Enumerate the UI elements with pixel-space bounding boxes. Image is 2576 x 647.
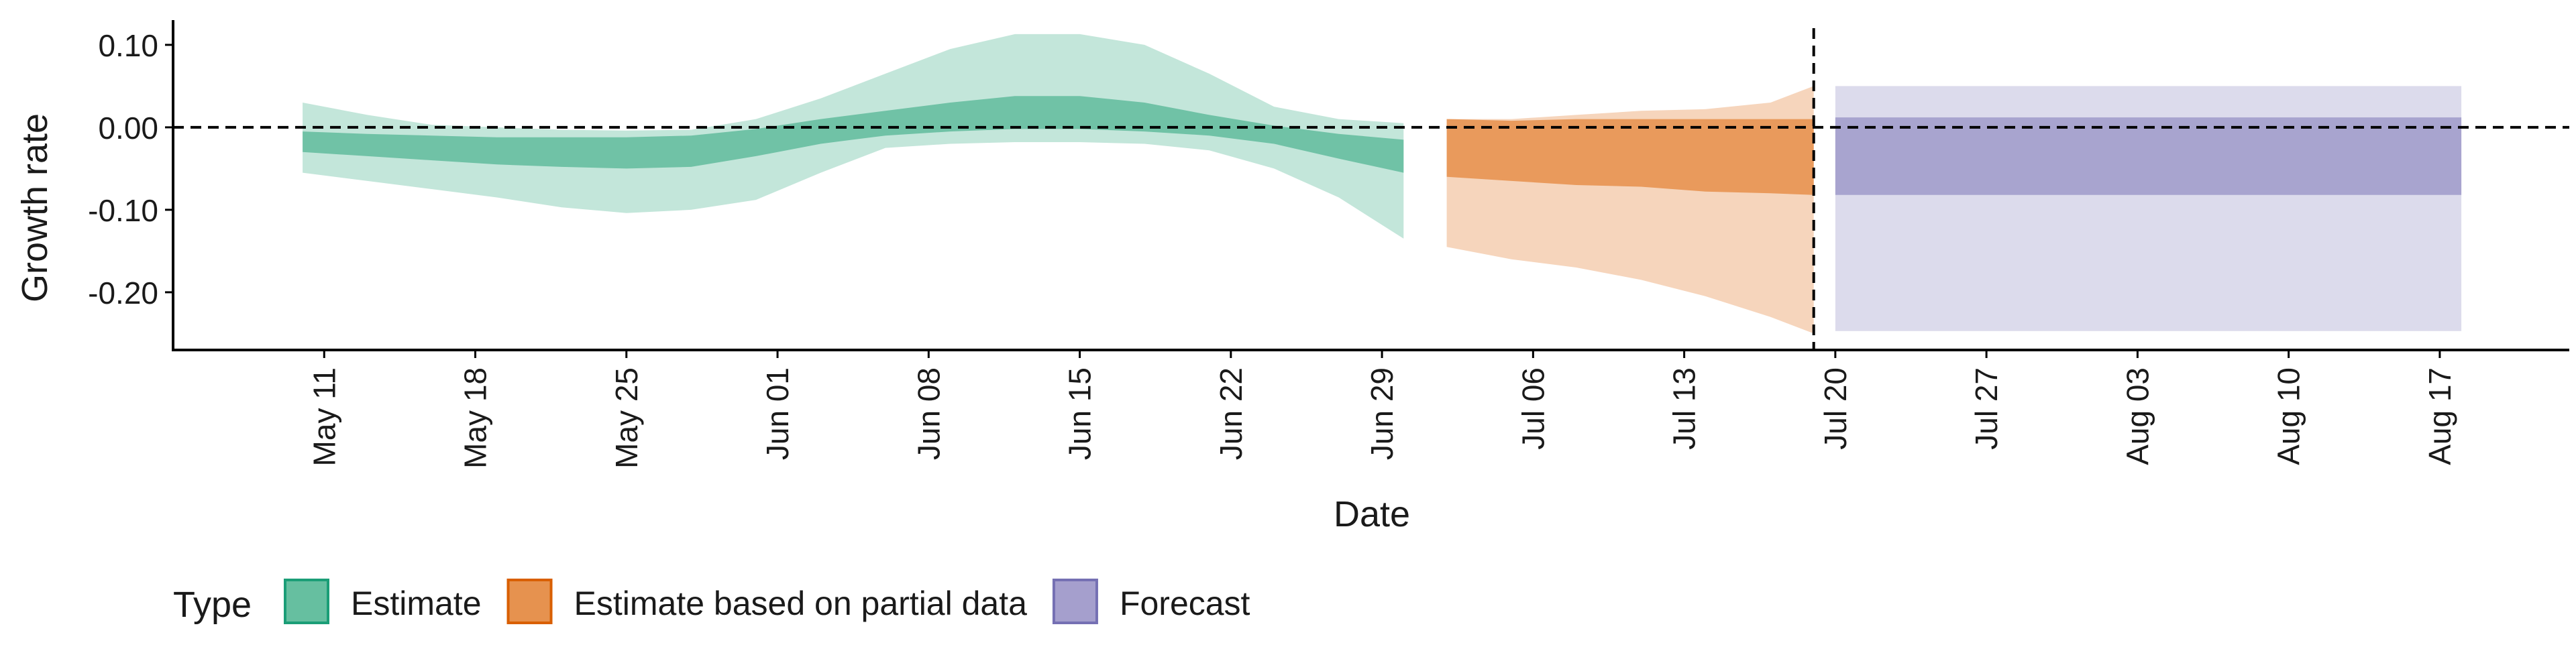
ribbon-layer — [303, 34, 2462, 334]
y-axis-label: Growth rate — [15, 113, 55, 302]
legend-estimate-based-on-partial-data-swatch — [506, 579, 553, 624]
x-tick-label: May 11 — [307, 367, 341, 466]
x-tick-label: Jul 13 — [1667, 367, 1702, 450]
x-axis-label: Date — [1334, 494, 1410, 534]
legend-forecast-swatch — [1052, 579, 1098, 624]
x-tick-label: Jul 20 — [1818, 367, 1853, 450]
forecast-band-50 — [1835, 117, 2462, 195]
y-tick-label: -0.20 — [88, 276, 158, 310]
x-tick-label: Aug 17 — [2422, 367, 2457, 465]
x-tick-label: Jun 29 — [1364, 367, 1399, 460]
y-tick-label: 0.00 — [98, 111, 158, 145]
legend-title: Type — [173, 585, 252, 625]
legend-forecast-label: Forecast — [1120, 585, 1250, 622]
legend: Type Estimate Estimate based on partial d… — [173, 579, 1250, 625]
reference-lines — [173, 28, 2569, 350]
estimate-band-50 — [303, 96, 1404, 173]
x-tick-label: Jun 22 — [1214, 367, 1248, 460]
x-tick-label: Aug 03 — [2120, 367, 2155, 465]
axes — [172, 20, 2569, 351]
estimate-based-on-partial-data-band-50 — [1446, 119, 1814, 195]
x-tick-label: Jun 15 — [1063, 367, 1097, 460]
y-ticks: 0.10 0.00 -0.10 -0.20 — [88, 28, 173, 310]
x-tick-label: May 18 — [458, 367, 493, 469]
x-ticks: May 11 May 18 May 25 Jun 01 Jun 08 Jun 15 Jun … — [307, 350, 2457, 469]
x-tick-label: Jun 08 — [911, 367, 946, 460]
x-tick-label: Jun 01 — [760, 367, 795, 460]
legend-estimate-swatch — [284, 579, 329, 624]
x-tick-label: May 25 — [609, 367, 644, 469]
legend-estimate-based-on-partial-data-label: Estimate based on partial data — [574, 585, 1028, 622]
x-tick-label: Aug 10 — [2271, 367, 2306, 465]
x-tick-label: Jul 27 — [1969, 367, 2004, 450]
y-tick-label: 0.10 — [98, 28, 158, 63]
y-tick-label: -0.10 — [88, 193, 158, 228]
x-tick-label: Jul 06 — [1515, 367, 1550, 450]
legend-estimate-label: Estimate — [351, 585, 482, 622]
